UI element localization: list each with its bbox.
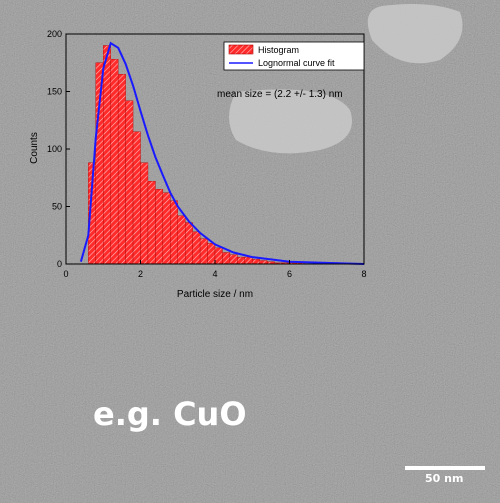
bright-region-middle: [229, 89, 352, 154]
chart-axes: [65, 33, 365, 265]
y-axis-label: Counts: [29, 132, 40, 164]
histogram-bar: [214, 247, 223, 265]
histogram-bar: [117, 74, 126, 265]
scale-bar-label: 50 nm: [425, 472, 464, 485]
histogram-bar: [103, 45, 111, 265]
histogram-bar: [252, 259, 260, 265]
histogram-bar: [244, 256, 253, 265]
x-tick-label: 8: [361, 269, 366, 279]
bright-region-top: [367, 4, 463, 64]
x-tick-label: 2: [138, 269, 143, 279]
histogram-bar: [259, 260, 268, 265]
y-tick-label: 0: [57, 259, 62, 269]
y-tick-label: 100: [47, 144, 62, 154]
histogram-bar: [192, 231, 201, 265]
x-tick-label: 4: [212, 269, 217, 279]
legend-fit-label: Lognormal curve fit: [258, 58, 335, 68]
lognormal-fit-line: [79, 41, 365, 265]
histogram-bar: [110, 59, 119, 265]
y-tick-label: 50: [52, 202, 62, 212]
tick-labels: 0 2 4 6 8 0 50 100 150 200: [47, 29, 367, 279]
histogram-bar: [207, 243, 216, 265]
histogram-bar: [95, 62, 104, 265]
histogram-bar: [199, 238, 208, 265]
histogram-bars: [88, 45, 305, 265]
y-tick-label: 150: [47, 87, 62, 97]
histogram-bar: [170, 200, 178, 265]
histogram-bar: [237, 256, 246, 265]
x-axis-label: Particle size / nm: [177, 289, 253, 300]
histogram-bar: [132, 131, 141, 265]
histogram-bar: [229, 254, 238, 265]
legend-histogram-label: Histogram: [258, 45, 299, 55]
histogram-bar: [125, 100, 134, 265]
histogram-bar: [184, 222, 193, 265]
histogram-bar: [140, 162, 149, 265]
sample-label: e.g. CuO: [93, 395, 247, 433]
x-tick-label: 0: [63, 269, 68, 279]
legend-histogram-swatch: [228, 44, 254, 55]
mean-size-annotation: mean size = (2.2 +/- 1.3) nm: [217, 89, 343, 100]
scale-bar: [405, 466, 485, 470]
histogram-bar: [222, 252, 231, 265]
histogram-bar: [177, 215, 186, 265]
histogram-bar: [147, 180, 156, 265]
histogram-bar: [162, 192, 171, 265]
y-tick-label: 200: [47, 29, 62, 39]
histogram-bar: [155, 189, 164, 265]
x-tick-label: 6: [287, 269, 292, 279]
legend: Histogram Lognormal curve fit: [223, 41, 365, 71]
